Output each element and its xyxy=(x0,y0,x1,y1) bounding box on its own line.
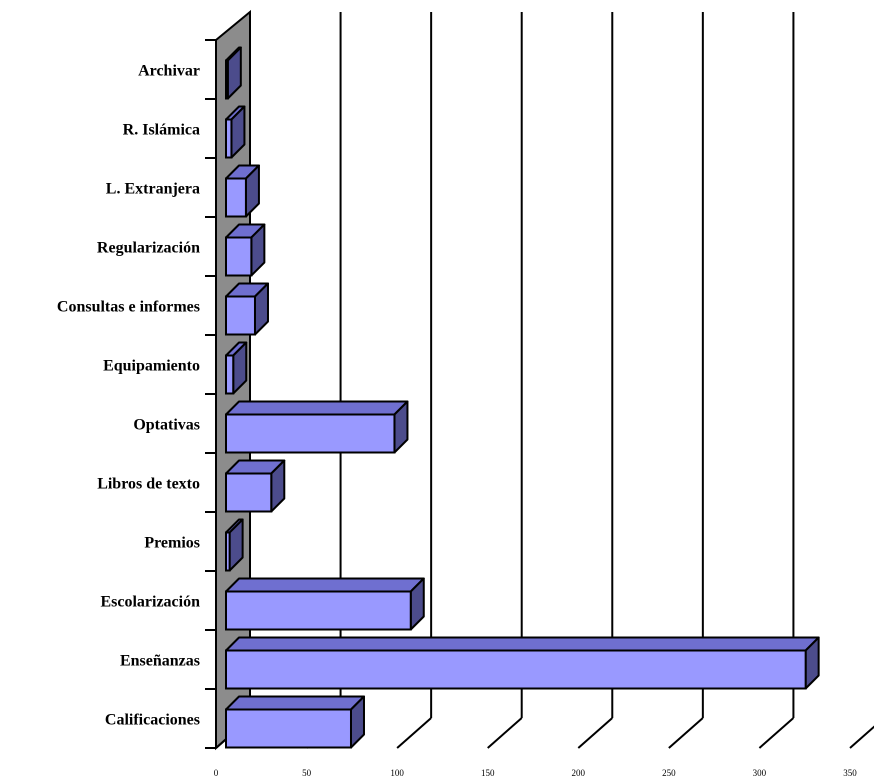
bar-top xyxy=(225,695,365,711)
category-label: R. Islámica xyxy=(123,122,200,139)
bar-top xyxy=(225,636,820,652)
bar-front xyxy=(225,472,273,513)
bar-front xyxy=(225,708,352,749)
bar-front xyxy=(225,59,229,100)
x-tick-label: 200 xyxy=(572,768,586,778)
category-label: Optativas xyxy=(133,417,200,434)
bar-top xyxy=(225,577,425,593)
x-tick-label: 50 xyxy=(302,768,312,778)
bar xyxy=(225,282,269,336)
x-tick-label: 250 xyxy=(662,768,676,778)
bar xyxy=(225,105,246,159)
x-tick-label: 0 xyxy=(214,768,219,778)
bar-front xyxy=(225,236,253,277)
bar-front xyxy=(225,590,412,631)
category-axis xyxy=(205,39,216,749)
gridline-diagonal xyxy=(758,717,795,749)
bar-front xyxy=(225,118,233,159)
gridline-diagonal xyxy=(396,717,432,749)
bar-top xyxy=(225,400,409,416)
bar xyxy=(225,577,425,631)
category-label: Archivar xyxy=(138,63,200,80)
bars xyxy=(225,46,820,749)
category-label: Equipamiento xyxy=(103,358,200,375)
bar-front xyxy=(225,413,396,454)
category-label: L. Extranjera xyxy=(106,181,200,198)
bar-front xyxy=(225,177,247,218)
bar xyxy=(225,164,260,218)
category-label: Libros de texto xyxy=(97,476,200,493)
x-tick-labels: 0 50 100 150 200 250 300 350 xyxy=(214,768,857,778)
category-label: Consultas e informes xyxy=(57,299,200,316)
category-label: Premios xyxy=(144,535,200,552)
bar xyxy=(225,46,242,100)
bar xyxy=(225,636,820,690)
gridline-diagonal xyxy=(487,717,523,749)
bar-front xyxy=(225,531,231,572)
bar xyxy=(225,223,266,277)
bar xyxy=(225,400,409,454)
bar xyxy=(225,459,286,513)
bar-front xyxy=(225,295,256,336)
category-labels: Archivar R. Islámica L. Extranjera Regulari… xyxy=(57,63,200,729)
bar xyxy=(225,341,248,395)
bar xyxy=(225,518,244,572)
gridline-diagonal xyxy=(577,717,613,749)
bar-front xyxy=(225,354,235,395)
x-tick-label: 350 xyxy=(843,768,857,778)
x-tick-label: 100 xyxy=(390,768,404,778)
category-label: Escolarización xyxy=(100,594,200,611)
bar-front xyxy=(225,649,807,690)
category-label: Calificaciones xyxy=(105,712,200,729)
gridline-diagonal xyxy=(849,725,874,749)
category-label: Enseñanzas xyxy=(120,653,200,670)
bar xyxy=(225,695,365,749)
x-tick-label: 150 xyxy=(481,768,495,778)
x-tick-label: 300 xyxy=(753,768,767,778)
gridline-diagonal xyxy=(668,717,704,749)
category-label: Regularización xyxy=(97,240,200,257)
